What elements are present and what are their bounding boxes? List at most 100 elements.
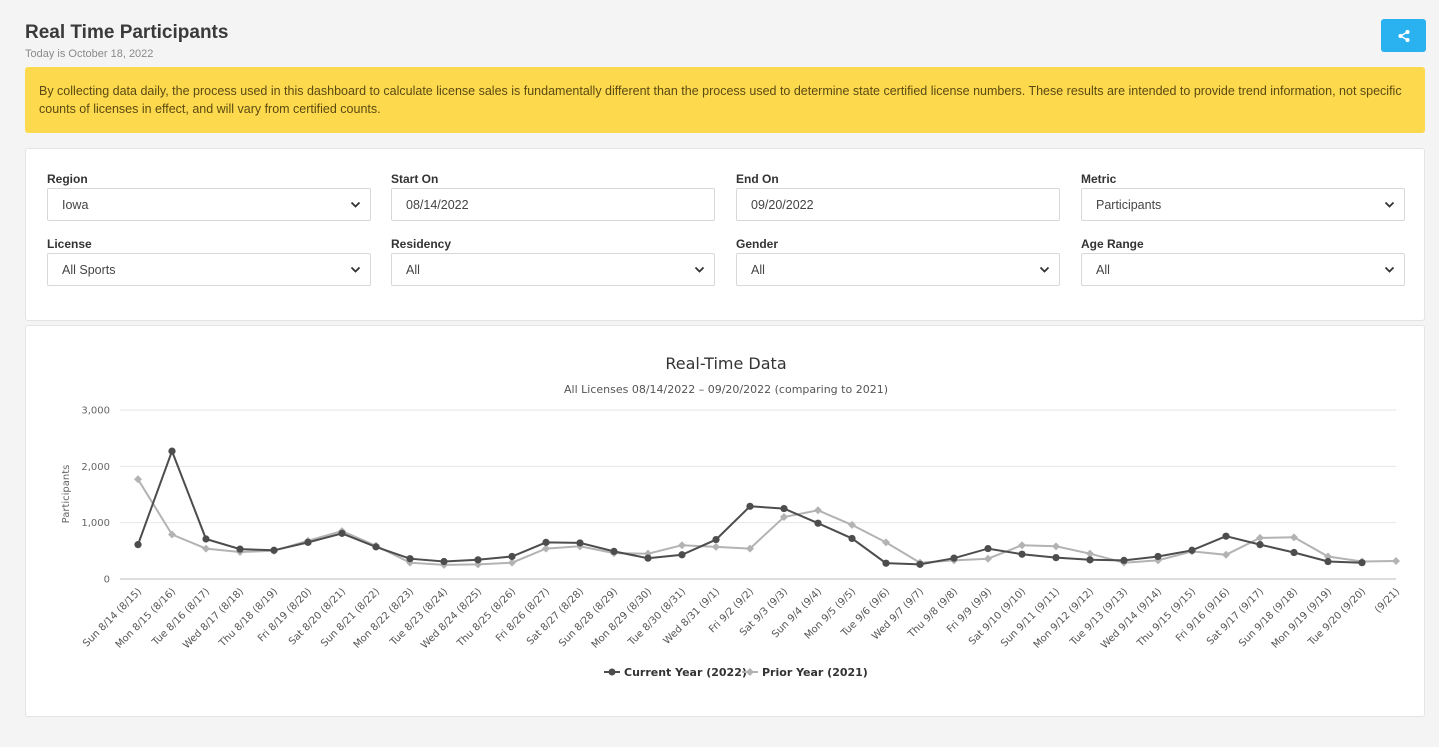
legend-label: Current Year (2022) xyxy=(624,666,747,679)
data-point[interactable] xyxy=(202,535,210,543)
data-point[interactable] xyxy=(474,556,482,564)
age-range-label: Age Range xyxy=(1081,237,1144,251)
data-point[interactable] xyxy=(746,502,754,510)
x-tick-label: Wed 9/14 (9/14) xyxy=(1099,586,1164,651)
data-point[interactable] xyxy=(848,534,856,543)
data-point[interactable] xyxy=(542,538,550,546)
data-point[interactable] xyxy=(1086,549,1094,558)
license-label: License xyxy=(47,237,92,251)
data-point[interactable] xyxy=(882,538,890,547)
data-point[interactable] xyxy=(406,555,414,563)
data-point[interactable] xyxy=(134,541,142,549)
data-point[interactable] xyxy=(440,557,448,566)
data-point[interactable] xyxy=(270,546,278,554)
data-point[interactable] xyxy=(916,560,924,568)
data-point[interactable] xyxy=(1324,552,1332,561)
data-point[interactable] xyxy=(1256,541,1264,549)
data-point[interactable] xyxy=(1018,541,1026,550)
y-tick-label: 1,000 xyxy=(81,518,110,529)
region-label: Region xyxy=(47,172,88,186)
data-point[interactable] xyxy=(1052,542,1060,551)
share-button[interactable] xyxy=(1381,19,1426,52)
data-point[interactable] xyxy=(1392,556,1400,565)
x-tick-label: Tue 8/16 (8/17) xyxy=(150,586,212,648)
x-tick-label: Wed 8/24 (8/25) xyxy=(419,586,484,651)
data-point[interactable] xyxy=(950,554,958,562)
gender-select[interactable]: All xyxy=(736,253,1060,286)
data-point[interactable] xyxy=(1154,552,1162,561)
data-point[interactable] xyxy=(678,551,686,559)
data-point[interactable] xyxy=(576,539,584,547)
region-select[interactable]: Iowa xyxy=(47,188,371,221)
data-point[interactable] xyxy=(712,535,720,544)
start-on-input[interactable]: 08/14/2022 xyxy=(391,188,715,221)
data-point[interactable] xyxy=(984,544,992,553)
data-point[interactable] xyxy=(1256,533,1264,542)
data-point[interactable] xyxy=(848,520,856,529)
data-point[interactable] xyxy=(1290,548,1298,557)
x-tick-label: Tue 9/20 (9/20) xyxy=(1306,586,1368,648)
data-point[interactable] xyxy=(508,558,516,567)
data-point[interactable] xyxy=(882,559,890,567)
x-tick-label: Tue 8/30 (8/31) xyxy=(626,586,688,648)
age-range-select[interactable]: All xyxy=(1081,253,1405,286)
data-point[interactable] xyxy=(1018,550,1026,558)
data-point[interactable] xyxy=(134,475,142,484)
data-point[interactable] xyxy=(236,545,244,553)
data-point[interactable] xyxy=(814,506,822,515)
data-point[interactable] xyxy=(814,519,822,527)
x-tick-label: Sun 9/18 (9/18) xyxy=(1237,586,1300,649)
line-chart: Real-Time Data All Licenses 08/14/2022 –… xyxy=(61,354,1402,679)
data-point[interactable] xyxy=(372,543,380,551)
residency-label: Residency xyxy=(391,237,452,251)
region-select-value: Iowa xyxy=(62,197,89,212)
start-on-value: 08/14/2022 xyxy=(406,197,469,212)
data-point[interactable] xyxy=(644,549,652,558)
data-point[interactable] xyxy=(610,547,618,555)
residency-select[interactable]: All xyxy=(391,253,715,286)
legend-item-prior-year[interactable]: Prior Year (2021) xyxy=(742,666,868,679)
data-point[interactable] xyxy=(1222,532,1230,540)
end-on-input[interactable]: 09/20/2022 xyxy=(736,188,1060,221)
data-point[interactable] xyxy=(1052,553,1060,562)
chart-subtitle: All Licenses 08/14/2022 – 09/20/2022 (co… xyxy=(564,383,888,396)
share-icon xyxy=(1397,29,1410,42)
data-point[interactable] xyxy=(746,544,754,553)
data-point[interactable] xyxy=(644,554,652,562)
x-tick-label: Sun 9/11 (9/11) xyxy=(999,586,1062,649)
x-tick-label: Thu 8/18 (8/19) xyxy=(217,586,281,650)
data-point[interactable] xyxy=(984,554,992,563)
page-subtitle: Today is October 18, 2022 xyxy=(25,48,154,60)
x-tick-label: Mon 8/22 (8/23) xyxy=(352,586,417,651)
legend-label: Prior Year (2021) xyxy=(762,666,868,679)
data-point[interactable] xyxy=(678,541,686,550)
gender-label: Gender xyxy=(736,237,779,251)
data-point[interactable] xyxy=(508,552,516,561)
data-point[interactable] xyxy=(542,544,550,553)
data-point[interactable] xyxy=(1358,559,1366,567)
x-tick-label: Sun 8/28 (8/29) xyxy=(557,586,620,649)
data-point[interactable] xyxy=(780,513,788,522)
legend-item-current-year[interactable]: Current Year (2022) xyxy=(604,666,747,679)
license-select[interactable]: All Sports xyxy=(47,253,371,286)
data-point[interactable] xyxy=(1222,550,1230,559)
data-point[interactable] xyxy=(1324,557,1332,566)
data-point[interactable] xyxy=(304,538,312,546)
data-point[interactable] xyxy=(780,504,788,513)
data-point[interactable] xyxy=(168,447,176,455)
data-point[interactable] xyxy=(1120,556,1128,565)
data-point[interactable] xyxy=(338,529,346,537)
x-tick-label: Thu 8/25 (8/26) xyxy=(455,586,519,650)
data-point[interactable] xyxy=(202,544,210,553)
age-range-select-value: All xyxy=(1096,262,1110,277)
residency-select-value: All xyxy=(406,262,420,277)
data-point[interactable] xyxy=(1290,533,1298,542)
data-point[interactable] xyxy=(1188,546,1196,554)
y-tick-label: 0 xyxy=(104,575,110,586)
data-point[interactable] xyxy=(1086,556,1094,564)
data-point[interactable] xyxy=(168,530,176,539)
metric-select[interactable]: Participants xyxy=(1081,188,1405,221)
data-point[interactable] xyxy=(712,542,720,551)
end-on-value: 09/20/2022 xyxy=(751,197,814,212)
chevron-down-icon xyxy=(1384,201,1395,208)
